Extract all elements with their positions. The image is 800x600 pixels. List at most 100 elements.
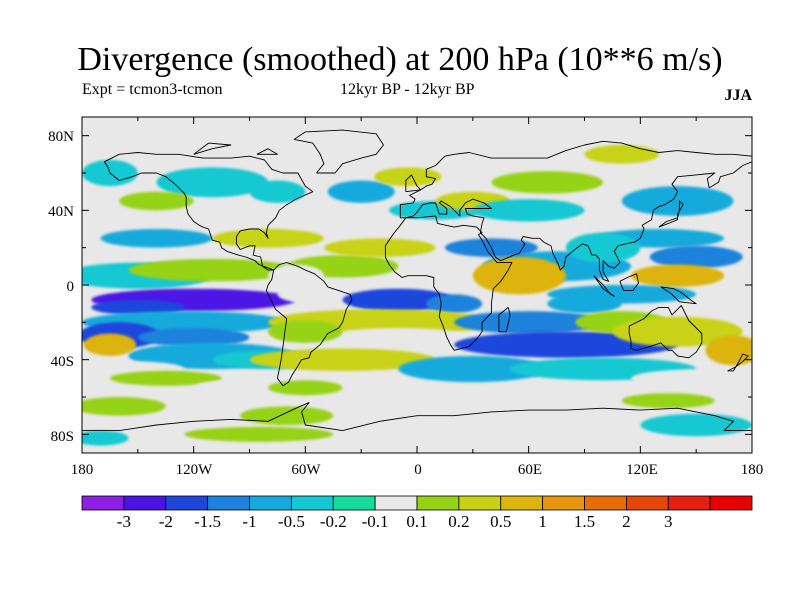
lat-tick-label-80s: 80S xyxy=(50,429,74,445)
divergence-contour-61 xyxy=(82,430,129,446)
colorbar-label: 0.2 xyxy=(448,512,470,531)
colorbar-swatch-13 xyxy=(625,495,669,511)
colorbar-label: -0.1 xyxy=(361,512,389,531)
chart-title: Divergence (smoothed) at 200 hPa (10**6 … xyxy=(77,41,723,78)
season-label: JJA xyxy=(724,87,752,104)
colorbar-swatch-5 xyxy=(290,495,334,511)
divergence-contour-27 xyxy=(649,245,743,269)
divergence-contour-15 xyxy=(119,191,194,211)
coastlines xyxy=(82,129,752,432)
divergence-contour-29 xyxy=(565,232,641,263)
divergence-field xyxy=(82,145,752,446)
lon-tick-label-180w: 180 xyxy=(70,462,94,478)
colorbar-label: -3 xyxy=(116,512,131,531)
divergence-contour-23 xyxy=(621,186,734,216)
colorbar-label: -1.5 xyxy=(194,512,222,531)
coastline-4 xyxy=(400,161,752,282)
divergence-contour-13 xyxy=(82,191,138,211)
divergence-contour-17 xyxy=(327,180,395,203)
divergence-contour-9 xyxy=(128,258,297,282)
colorbar-swatch-14 xyxy=(667,495,711,511)
lat-tick-label-40s: 40S xyxy=(50,354,74,370)
lat-tick-label-0: 0 xyxy=(66,279,75,295)
period-subtitle: 12kyr BP - 12kyr BP xyxy=(340,81,475,98)
lon-tick-label-120w: 120W xyxy=(175,462,213,478)
divergence-contour-59 xyxy=(82,397,166,416)
coastline-6 xyxy=(498,306,511,333)
coastline-16 xyxy=(193,142,232,155)
divergence-contour-41 xyxy=(426,294,483,314)
divergence-contour-49 xyxy=(705,335,752,366)
lat-tick-label-40n: 40N xyxy=(48,204,74,220)
coastline-8 xyxy=(293,129,384,174)
divergence-contour-25 xyxy=(584,145,659,164)
colorbar-label: -0.5 xyxy=(277,512,305,531)
coastline-5 xyxy=(628,305,703,359)
divergence-contour-21 xyxy=(472,199,585,222)
coastline-15 xyxy=(256,148,278,155)
divergence-contour-60 xyxy=(240,406,334,426)
coastline-3 xyxy=(399,140,752,218)
divergence-contour-14 xyxy=(156,167,269,198)
lon-tick-label-60e: 60E xyxy=(517,462,543,478)
coastline-10 xyxy=(593,275,615,297)
colorbar-swatch-9 xyxy=(458,495,502,511)
coastline-11 xyxy=(619,273,639,292)
colorbar-swatch-4 xyxy=(249,495,292,511)
experiment-subtitle: Expt = tcmon3-tcmon xyxy=(82,81,223,98)
colorbar-swatch-6 xyxy=(332,495,376,511)
colorbar-swatch-11 xyxy=(542,495,585,511)
divergence-contour-65 xyxy=(640,413,752,437)
divergence-contour-52 xyxy=(398,355,548,383)
lon-tick-label-180e: 180 xyxy=(740,462,764,478)
colorbar-swatch-1 xyxy=(123,495,167,511)
colorbar-swatch-0 xyxy=(81,495,125,511)
divergence-contour-18 xyxy=(374,167,442,186)
colorbar-label: -2 xyxy=(158,512,173,531)
divergence-contour-58 xyxy=(268,380,343,396)
colorbar-label: 0.1 xyxy=(406,512,428,531)
divergence-contour-40 xyxy=(342,288,455,312)
colorbar-swatch-7 xyxy=(374,495,418,511)
divergence-contour-38 xyxy=(547,294,622,314)
colorbar-label: -1 xyxy=(242,512,257,531)
divergence-contour-62 xyxy=(184,426,334,442)
colorbar-label: 1.5 xyxy=(573,512,596,531)
divergence-contour-63 xyxy=(417,417,529,433)
divergence-contour-48 xyxy=(612,316,743,347)
colorbar-label: 1 xyxy=(538,512,547,531)
coastline-9 xyxy=(658,200,684,228)
colorbar xyxy=(81,495,753,511)
divergence-contour-16 xyxy=(249,180,306,203)
divergence-contour-44 xyxy=(268,320,343,343)
colorbar-label: 3 xyxy=(664,512,673,531)
divergence-contour-35 xyxy=(472,257,566,295)
divergence-contour-22 xyxy=(491,171,604,194)
divergence-contour-56 xyxy=(110,370,222,386)
coastline-12 xyxy=(660,286,697,305)
colorbar-label: 2 xyxy=(622,512,631,531)
coastline-14 xyxy=(727,353,749,372)
colorbar-label: -0.2 xyxy=(319,512,347,531)
divergence-contour-57 xyxy=(193,380,269,396)
divergence-contour-32 xyxy=(268,264,324,287)
lon-tick-label-0: 0 xyxy=(414,462,422,478)
divergence-contour-2 xyxy=(91,299,185,315)
divergence-contour-64 xyxy=(510,397,659,416)
divergence-contour-6 xyxy=(83,333,136,356)
colorbar-swatch-15 xyxy=(709,495,753,511)
divergence-contour-33 xyxy=(417,262,492,289)
colorbar-swatch-8 xyxy=(416,495,460,511)
divergence-contour-24 xyxy=(649,150,743,177)
colorbar-swatch-10 xyxy=(500,495,544,511)
coastline-13 xyxy=(82,402,752,432)
divergence-contour-43 xyxy=(324,328,473,347)
colorbar-swatch-3 xyxy=(207,495,250,511)
divergence-contour-54 xyxy=(631,369,752,388)
colorbar-swatch-12 xyxy=(584,495,627,511)
coastline-1 xyxy=(265,262,353,387)
divergence-contour-5 xyxy=(137,328,250,347)
coastline-0 xyxy=(103,152,314,271)
axis-ticks xyxy=(81,117,753,453)
